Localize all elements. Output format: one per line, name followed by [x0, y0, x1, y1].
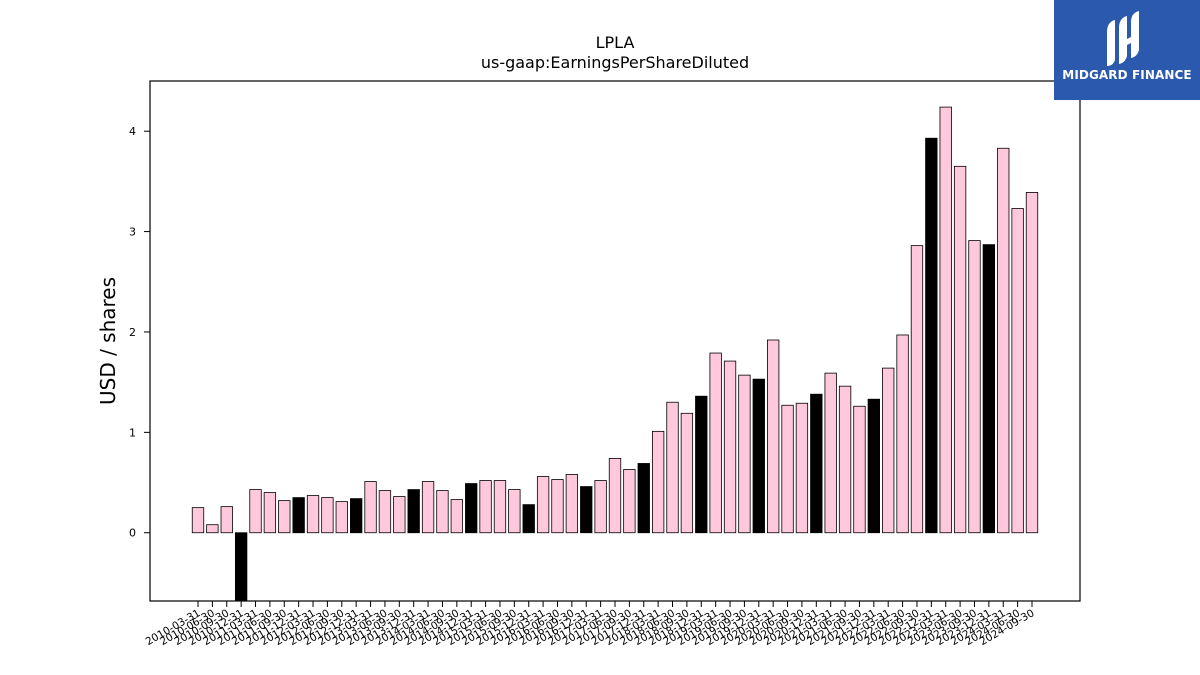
bar-2014-12-31: [465, 483, 478, 534]
bar-2020-06-30: [781, 404, 794, 534]
bar-2018-09-30: [680, 412, 694, 534]
bar-2011-12-31: [292, 497, 305, 534]
y-axis-label: USD / shares: [96, 277, 120, 405]
bar-2024-06-30: [1011, 208, 1024, 534]
bar-2021-06-30: [838, 385, 852, 534]
y-tick-label: 2: [129, 326, 136, 339]
bar-2016-12-31: [580, 486, 593, 534]
bar-2017-03-31: [594, 480, 607, 534]
chart-title: LPLA: [596, 33, 635, 52]
bar-2024-03-31: [997, 147, 1010, 534]
bar-2015-12-31: [522, 504, 535, 534]
bar-2022-12-31: [925, 137, 938, 534]
bar-2014-09-30: [450, 499, 463, 534]
bar-2018-12-31: [695, 395, 708, 534]
bar-2019-06-30: [723, 360, 737, 534]
bar-2012-12-31: [350, 498, 363, 534]
bar-2013-09-30: [393, 496, 406, 534]
bar-2013-03-31: [364, 481, 377, 534]
bar-2012-03-31: [306, 495, 320, 534]
bar-2010-09-30: [220, 506, 233, 534]
bar-2017-06-30: [608, 458, 622, 534]
bar-2023-12-31: [982, 244, 996, 534]
bar-2017-12-31: [637, 463, 650, 534]
bar-2016-09-30: [565, 474, 579, 534]
bar-2021-09-30: [853, 405, 866, 534]
bar-2019-12-31: [752, 378, 765, 534]
chart-subtitle: us-gaap:EarningsPerShareDiluted: [481, 53, 749, 72]
bar-2022-06-30: [896, 334, 909, 534]
bar-2021-03-31: [824, 372, 837, 534]
bar-2012-09-30: [335, 501, 348, 534]
bar-2023-09-30: [968, 240, 981, 534]
brand-logo: MIDGARD FINANCE: [1054, 0, 1200, 100]
bar-2010-03-31: [191, 507, 205, 534]
y-axis: 0 1 2 3 4: [129, 125, 150, 540]
bar-2016-03-31: [536, 476, 550, 534]
bar-2020-09-30: [795, 402, 809, 534]
plot-area: [191, 106, 1039, 601]
x-axis: 2010-03-312010-06-302010-09-302010-12-31…: [144, 601, 1037, 648]
bar-2015-09-30: [508, 489, 521, 534]
bar-2024-09-30: [1025, 192, 1039, 534]
bar-2017-09-30: [623, 469, 636, 534]
bar-2013-12-31: [407, 489, 420, 534]
bar-2020-12-31: [810, 393, 823, 534]
bar-2020-03-31: [767, 339, 780, 534]
y-tick-label: 3: [129, 226, 136, 239]
bar-2013-06-30: [378, 490, 392, 534]
bar-2011-09-30: [278, 500, 291, 534]
bar-2014-03-31: [421, 481, 435, 534]
y-tick-label: 4: [129, 125, 136, 138]
bar-2018-03-31: [651, 430, 665, 534]
brand-name: MIDGARD FINANCE: [1062, 68, 1192, 82]
bar-2018-06-30: [666, 401, 679, 534]
bar-2015-06-30: [493, 480, 507, 534]
bar-2019-09-30: [738, 374, 751, 534]
bar-2015-03-31: [479, 480, 492, 534]
y-tick-label: 1: [129, 426, 136, 439]
bar-2022-09-30: [910, 245, 924, 534]
bar-2016-06-30: [551, 479, 564, 534]
bar-2023-06-30: [953, 165, 967, 534]
bar-2012-06-30: [321, 497, 334, 534]
bar-2021-12-31: [867, 398, 880, 534]
bar-2011-03-31: [249, 489, 262, 534]
bar-2011-06-30: [263, 492, 277, 534]
bar-2023-03-31: [939, 106, 952, 534]
bar-2022-03-31: [882, 367, 895, 534]
bar-2019-03-31: [709, 352, 722, 534]
brand-mark-icon: [1107, 11, 1139, 66]
bar-2010-06-30: [206, 524, 219, 534]
y-tick-label: 0: [129, 527, 136, 540]
bar-2014-06-30: [436, 490, 449, 534]
bar-2010-12-31: [234, 532, 248, 601]
